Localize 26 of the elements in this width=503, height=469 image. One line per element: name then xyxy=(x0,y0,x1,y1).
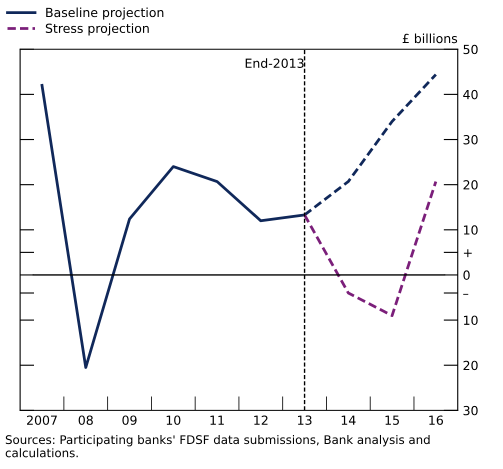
source-note: Sources: Participating banks' FDSF data submissions, Bank analysis and calculations. xyxy=(6,434,430,458)
x-tick-label: 08 xyxy=(78,415,93,425)
x-tick-label: 09 xyxy=(122,415,137,425)
y-axis-title: £ billions xyxy=(402,34,458,44)
y-tick-label: 20 xyxy=(464,180,478,190)
y-tick-label: 10 xyxy=(464,225,478,235)
y-tick-label: 40 xyxy=(463,90,478,100)
y-tick-label: – xyxy=(463,294,468,295)
ref-line-label: End-2013 xyxy=(246,58,304,68)
x-tick-label: 10 xyxy=(166,415,180,425)
y-tick-label: 0 xyxy=(463,270,470,280)
y-tick-label: 20 xyxy=(464,360,478,370)
x-tick-label: 2007 xyxy=(27,415,57,425)
y-tick-label: 10 xyxy=(464,316,478,326)
x-tick-label: 12 xyxy=(254,415,268,425)
x-tick-label: 14 xyxy=(342,416,356,425)
y-tick-label: 50 xyxy=(464,44,478,54)
y-tick-label: + xyxy=(464,249,472,258)
legend-label: Stress projection xyxy=(46,23,149,36)
x-tick-label: 13 xyxy=(298,415,312,425)
x-tick-label: 15 xyxy=(386,416,399,425)
x-tick-label: 16 xyxy=(429,415,444,425)
y-tick-label: 30 xyxy=(464,406,478,416)
x-tick-label: 11 xyxy=(210,416,224,425)
y-tick-label: 30 xyxy=(464,135,478,144)
legend-label: Baseline projection xyxy=(46,8,164,20)
